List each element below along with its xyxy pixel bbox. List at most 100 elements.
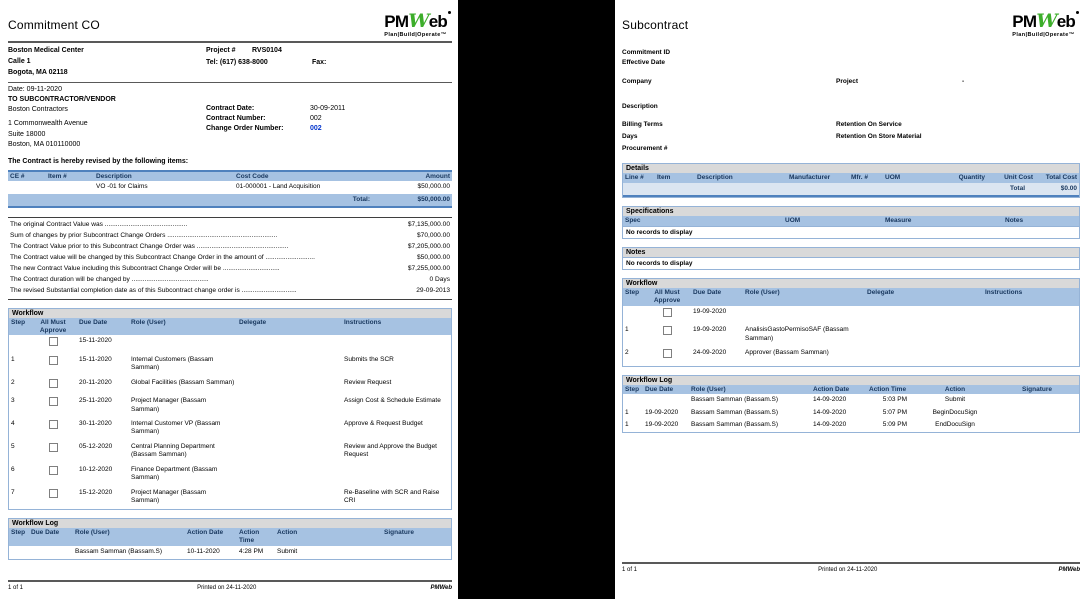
column-header: Action bbox=[275, 528, 347, 547]
table-row: 1 19-09-2020 AnalisisGastoPermisoSAF (Bass… bbox=[623, 324, 1079, 347]
cell: Bassam Samman (Bassam.S) bbox=[691, 408, 779, 416]
logo-pm: PM bbox=[384, 12, 409, 31]
column-header: Description bbox=[695, 173, 787, 184]
cell bbox=[347, 546, 451, 558]
workflow-log-section-title: Workflow Log bbox=[9, 519, 451, 529]
contract-number-value: 002 bbox=[310, 114, 322, 122]
column-header: All Must Approve bbox=[29, 317, 77, 336]
cell bbox=[46, 181, 94, 193]
logo-pm: PM bbox=[1012, 12, 1037, 31]
column-header: Step bbox=[9, 317, 29, 336]
cell: AnalisisGastoPermisoSAF (Bassam Samman) bbox=[745, 326, 849, 342]
cell: Re-Baseline with SCR and Raise CRI bbox=[344, 488, 440, 505]
approve-checkbox[interactable] bbox=[48, 442, 58, 452]
logo-eb: eb bbox=[428, 12, 448, 31]
specifications-section-title: Specifications bbox=[623, 207, 1079, 217]
column-header: UOM bbox=[883, 173, 935, 184]
retention-service-label: Retention On Service bbox=[836, 121, 902, 128]
owner-name: Boston Medical Center bbox=[8, 47, 84, 54]
table-row: The original Contract Value was ........… bbox=[8, 220, 452, 231]
workflow-log-header-row: Step Due Date Role (User) Action Date Action… bbox=[623, 384, 1079, 395]
column-header: Step bbox=[9, 528, 29, 547]
cell: 4:28 PM bbox=[239, 548, 264, 556]
approve-checkbox[interactable] bbox=[48, 378, 58, 388]
cell: 15-11-2020 bbox=[79, 355, 112, 363]
specifications-header-row: Spec UOM Measure Notes bbox=[623, 216, 1079, 227]
column-header: Action Date bbox=[811, 384, 867, 395]
workflow-header-row: Step All Must Approve Due Date Role (User) D… bbox=[623, 288, 1079, 306]
column-header: Action bbox=[915, 384, 995, 395]
approve-checkbox[interactable] bbox=[48, 488, 58, 498]
column-header: Role (User) bbox=[73, 528, 185, 547]
approve-checkbox[interactable] bbox=[48, 337, 58, 347]
column-header: Delegate bbox=[237, 317, 342, 336]
vendor-contract-block: Boston Contractors 1 Commonwealth Avenue… bbox=[8, 105, 452, 151]
table-row: 1 19-09-2020 Bassam Samman (Bassam.S) 14-09… bbox=[623, 419, 1079, 431]
cell: 1 bbox=[11, 355, 15, 363]
cell bbox=[623, 306, 643, 324]
table-row: The Contract duration will be changed by… bbox=[8, 275, 452, 286]
effective-date-label: Effective Date bbox=[622, 58, 665, 66]
details-section: Details Line # Item Description Manufacture… bbox=[622, 163, 1080, 199]
column-header: Unit Cost bbox=[987, 173, 1035, 184]
specifications-section: Specifications Spec UOM Measure Notes No re… bbox=[622, 206, 1080, 240]
contract-number-label: Contract Number: bbox=[206, 114, 266, 122]
table-row: 3 25-11-2020 Project Manager (Bassam Samma… bbox=[9, 395, 451, 418]
footer-printed-on: Printed on 24-11-2020 bbox=[197, 585, 257, 591]
table-row: 1 19-09-2020 Bassam Samman (Bassam.S) 14-09… bbox=[623, 407, 1079, 419]
approve-checkbox[interactable] bbox=[662, 326, 672, 336]
approve-checkbox[interactable] bbox=[48, 355, 58, 365]
cell: 10-11-2020 bbox=[187, 548, 220, 556]
vendor-address2: Suite 18000 bbox=[8, 130, 46, 138]
specifications-empty-message: No records to display bbox=[623, 226, 1079, 238]
cell: 25-11-2020 bbox=[79, 397, 112, 405]
cell bbox=[643, 394, 689, 406]
cell bbox=[342, 464, 451, 487]
workflow-section: Workflow Step All Must Approve Due Date Rol… bbox=[622, 278, 1080, 367]
details-table: Line # Item Description Manufacturer Mfr. # U… bbox=[623, 173, 1079, 198]
logo-tagline: Plan|Build|Operate™ bbox=[384, 32, 447, 38]
cell: The Contract value will be changed by th… bbox=[10, 254, 315, 262]
items-total-row: Total: $50,000.00 bbox=[8, 193, 452, 208]
column-header: Action Time bbox=[867, 384, 915, 395]
column-header: Delegate bbox=[865, 288, 983, 306]
table-row: Bassam Samman (Bassam.S) 10-11-2020 4:28 P… bbox=[9, 546, 451, 558]
cell: 1 bbox=[625, 408, 629, 416]
logo-w: W bbox=[408, 10, 429, 32]
approve-checkbox[interactable] bbox=[48, 397, 58, 407]
change-order-number-value[interactable]: 002 bbox=[310, 124, 322, 132]
cell: 2 bbox=[11, 378, 15, 386]
cell: 20-11-2020 bbox=[79, 378, 112, 386]
cell bbox=[9, 546, 29, 558]
page-title: Commitment CO bbox=[8, 18, 100, 32]
cell: EndDocuSign bbox=[935, 421, 975, 429]
cell bbox=[865, 347, 983, 365]
workflow-section: Workflow Step All Must Approve Due Date Rol… bbox=[8, 307, 452, 511]
footer-page-number: 1 of 1 bbox=[622, 567, 638, 573]
approve-cell bbox=[29, 395, 77, 418]
approve-checkbox[interactable] bbox=[48, 465, 58, 475]
cell: 15-11-2020 bbox=[79, 337, 112, 345]
approve-checkbox[interactable] bbox=[48, 419, 58, 429]
workflow-log-table: Step Due Date Role (User) Action Date Action… bbox=[9, 528, 451, 558]
cell bbox=[995, 419, 1079, 431]
approve-checkbox[interactable] bbox=[662, 307, 672, 317]
cell: 7 bbox=[11, 488, 15, 496]
cell: Finance Department (Bassam Samman) bbox=[131, 465, 218, 482]
workflow-table: Step All Must Approve Due Date Role (User) D… bbox=[9, 317, 451, 510]
project-tel: Tel: (617) 638-8000 bbox=[206, 58, 268, 66]
cell: 14-09-2020 bbox=[813, 408, 847, 416]
cell bbox=[8, 181, 46, 193]
cell: Approver (Bassam Samman) bbox=[745, 349, 829, 357]
table-row: 1 15-11-2020 Internal Customers (Bassam Sa… bbox=[9, 354, 451, 377]
column-header: Step bbox=[623, 384, 643, 395]
pmweb-logo-wordmark: PMWeb bbox=[384, 10, 448, 32]
cell bbox=[342, 335, 451, 353]
column-header: Instructions bbox=[342, 317, 451, 336]
cell: 5:03 PM bbox=[882, 396, 907, 404]
logo-tagline: Plan|Build|Operate™ bbox=[1012, 32, 1075, 38]
cell bbox=[743, 306, 865, 324]
approve-checkbox[interactable] bbox=[662, 349, 672, 359]
workflow-section-title: Workflow bbox=[623, 279, 1079, 289]
approve-cell bbox=[29, 354, 77, 377]
